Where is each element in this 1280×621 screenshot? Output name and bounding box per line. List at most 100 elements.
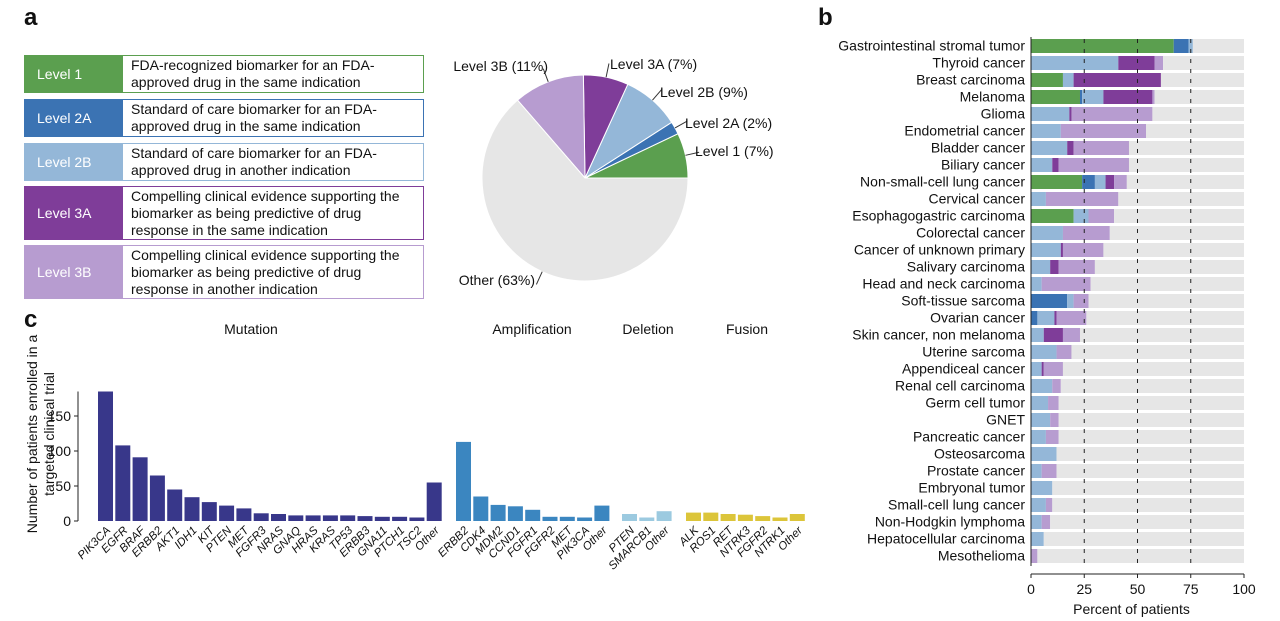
x-tick-label-75: 75 [1183, 581, 1199, 597]
bar-melanoma-level-1 [1031, 90, 1080, 104]
row-label-renal-cell-carcinoma: Renal cell carcinoma [895, 378, 1025, 394]
level-description-3b: Compelling clinical evidence supporting … [123, 246, 423, 298]
bar-appendiceal-cancer-level-3b [1043, 362, 1063, 376]
bar-soft-tissue-sarcoma-other [1088, 294, 1244, 308]
bar-melanoma-level-2a [1079, 90, 1083, 104]
row-label-glioma: Glioma [981, 106, 1026, 122]
bar-skin-cancer-non-melanoma-other [1079, 328, 1244, 342]
pie-leader-level-1 [685, 151, 700, 156]
level-description-1: FDA-recognized biomarker for an FDA-appr… [123, 56, 423, 92]
level-chip-3a: Level 3A [25, 187, 123, 239]
level-chip-3b: Level 3B [25, 246, 123, 298]
row-label-esophagogastric-carcinoma: Esophagogastric carcinoma [852, 208, 1025, 224]
x-tick-label-100: 100 [1232, 581, 1256, 597]
pie-label-level-2b: Level 2B (9%) [660, 84, 748, 100]
bar-esophagogastric-carcinoma-level-2b [1073, 209, 1089, 223]
bar-melanoma-level-3a [1103, 90, 1153, 104]
bar-mesothelioma-level-3b [1031, 549, 1038, 563]
bar-cervical-cancer-other [1118, 192, 1244, 206]
row-label-biliary-cancer: Biliary cancer [941, 157, 1025, 173]
bar-biliary-cancer-level-3b [1058, 158, 1129, 172]
group-title-amplification: Amplification [492, 321, 571, 337]
bar-melanoma-level-2b [1082, 90, 1104, 104]
bar-endometrial-cancer-other [1146, 124, 1244, 138]
pie-leader-other [535, 271, 543, 285]
bar-fusion-fgfr2 [755, 516, 771, 521]
bar-colorectal-cancer-other [1109, 226, 1244, 240]
pie-leader-level-2b [652, 89, 662, 101]
bar-mutation-tsc2 [409, 517, 425, 521]
bar-thyroid-cancer-other [1163, 56, 1244, 70]
pie-label-level-2a: Level 2A (2%) [685, 115, 772, 131]
bar-gastrointestinal-stromal-tumor-level-1 [1031, 39, 1174, 53]
row-label-thyroid-cancer: Thyroid cancer [932, 55, 1025, 71]
gene-y-tick-label-100: 100 [48, 443, 72, 459]
bar-non-small-cell-lung-cancer-level-2a [1082, 175, 1095, 189]
bar-melanoma-other [1154, 90, 1244, 104]
row-label-cervical-cancer: Cervical cancer [929, 191, 1026, 207]
row-label-osteosarcoma: Osteosarcoma [934, 446, 1025, 462]
panel-label-b: b [818, 4, 833, 31]
bar-fusion-ntrk1 [772, 517, 788, 521]
gene-bar-chart: 0 50 100 150 Number of patients enrolled in … [24, 321, 806, 572]
bar-mutation-met [236, 508, 252, 521]
bar-hepatocellular-carcinoma-level-2b [1031, 532, 1044, 546]
bar-pancreatic-cancer-other [1058, 430, 1244, 444]
bar-non-small-cell-lung-cancer-level-3a [1105, 175, 1115, 189]
bar-mutation-ptch1 [392, 516, 408, 521]
level-row-1: Level 1 FDA-recognized biomarker for an … [24, 55, 424, 93]
x-tick-label-50: 50 [1130, 581, 1146, 597]
gene-y-axis-title-line-2: targeted clinical trial [41, 372, 57, 496]
bar-cervical-cancer-level-3b [1045, 192, 1119, 206]
bar-appendiceal-cancer-other [1062, 362, 1244, 376]
bar-amplification-mdm2 [490, 504, 506, 521]
bar-biliary-cancer-level-3a [1052, 158, 1059, 172]
row-label-endometrial-cancer: Endometrial cancer [904, 123, 1025, 139]
bar-germ-cell-tumor-level-2b [1031, 396, 1049, 410]
bar-mutation-pik3ca [98, 391, 113, 521]
group-title-deletion: Deletion [622, 321, 673, 337]
bar-skin-cancer-non-melanoma-level-3b [1062, 328, 1080, 342]
row-label-gastrointestinal-stromal-tumor: Gastrointestinal stromal tumor [838, 38, 1025, 54]
bar-esophagogastric-carcinoma-level-3b [1088, 209, 1115, 223]
bar-gnet-level-3b [1050, 413, 1059, 427]
row-label-non-hodgkin-lymphoma: Non-Hodgkin lymphoma [875, 514, 1025, 530]
bar-uterine-sarcoma-other [1071, 345, 1244, 359]
row-label-colorectal-cancer: Colorectal cancer [916, 225, 1025, 241]
bar-non-small-cell-lung-cancer-level-2b [1094, 175, 1106, 189]
bar-glioma-level-3b [1071, 107, 1153, 121]
bar-prostate-cancer-level-2b [1031, 464, 1042, 478]
bar-mutation-erbb2 [149, 475, 165, 521]
level-row-2b: Level 2B Standard of care biomarker for … [24, 143, 424, 181]
bar-head-and-neck-carcinoma-level-3b [1041, 277, 1091, 291]
bar-amplification-erbb2 [456, 441, 471, 521]
row-label-skin-cancer-non-melanoma: Skin cancer, non melanoma [852, 327, 1025, 343]
bar-head-and-neck-carcinoma-level-2b [1031, 277, 1042, 291]
bar-biliary-cancer-other [1128, 158, 1244, 172]
row-label-small-cell-lung-cancer: Small-cell lung cancer [888, 497, 1025, 513]
bar-amplification-ccnd1 [507, 506, 523, 521]
bar-bladder-cancer-level-2b [1031, 141, 1068, 155]
bar-amplification-fgfr1 [525, 509, 541, 521]
row-label-melanoma: Melanoma [960, 89, 1026, 105]
bar-germ-cell-tumor-other [1058, 396, 1244, 410]
row-label-pancreatic-cancer: Pancreatic cancer [913, 429, 1025, 445]
bar-deletion-other [656, 511, 672, 521]
bar-small-cell-lung-cancer-other [1052, 498, 1244, 512]
bar-mutation-gna11 [374, 516, 390, 521]
panel-label-c: c [24, 306, 38, 333]
group-title-mutation: Mutation [224, 321, 278, 337]
bar-head-and-neck-carcinoma-other [1090, 277, 1244, 291]
bar-ovarian-cancer-level-3a [1054, 311, 1057, 325]
bar-esophagogastric-carcinoma-level-1 [1031, 209, 1074, 223]
bar-biliary-cancer-level-2b [1031, 158, 1053, 172]
gene-y-axis-title-line-1: Number of patients enrolled in a [24, 335, 40, 534]
level-description-2b: Standard of care biomarker for an FDA-ap… [123, 144, 423, 180]
bar-mutation-braf [132, 457, 148, 521]
bar-mutation-other [426, 482, 442, 521]
bar-pancreatic-cancer-level-3b [1045, 430, 1059, 444]
bar-mutation-idh1 [184, 497, 200, 521]
bar-pancreatic-cancer-level-2b [1031, 430, 1046, 444]
bar-small-cell-lung-cancer-level-2b [1031, 498, 1046, 512]
pie-label-level-3b: Level 3B (11%) [453, 58, 548, 74]
